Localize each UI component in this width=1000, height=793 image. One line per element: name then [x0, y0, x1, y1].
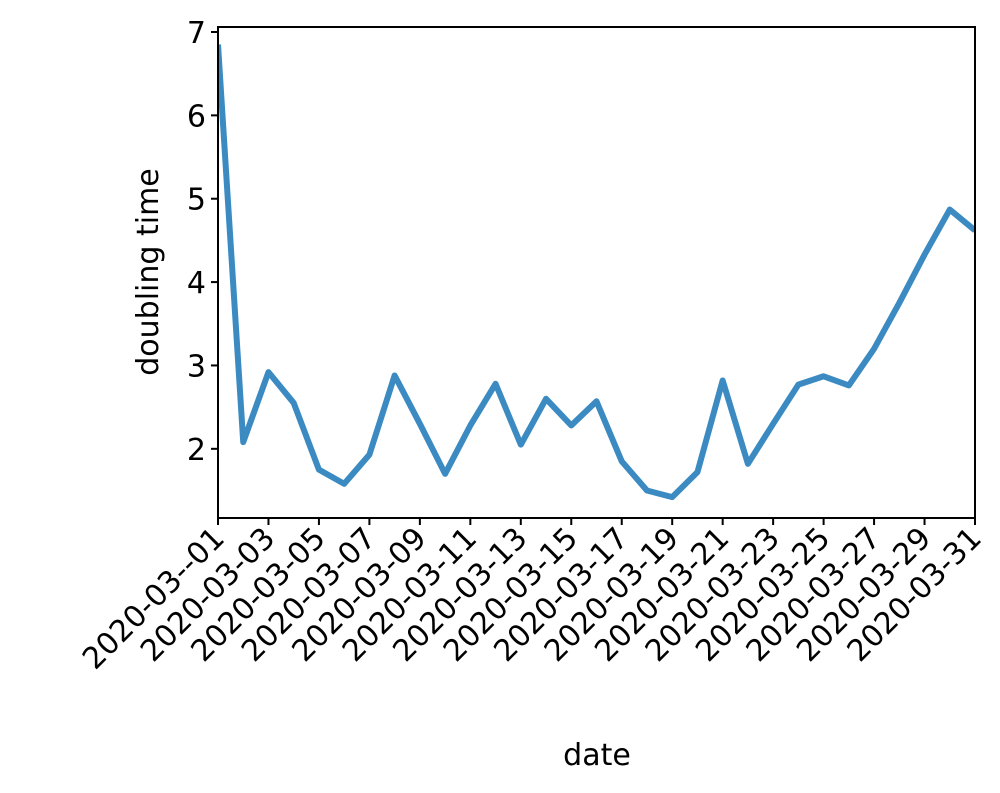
y-tick-label: 3 [187, 349, 206, 384]
y-tick-label: 2 [187, 433, 206, 468]
y-tick-label: 6 [187, 99, 206, 134]
y-tick-label: 7 [187, 16, 206, 51]
plot-frame [217, 26, 976, 519]
data-line [218, 44, 975, 501]
x-axis-label: date [563, 738, 631, 773]
y-tick-label: 4 [187, 266, 206, 301]
y-tick-label: 5 [187, 183, 206, 218]
y-axis-label: doubling time [131, 168, 166, 376]
